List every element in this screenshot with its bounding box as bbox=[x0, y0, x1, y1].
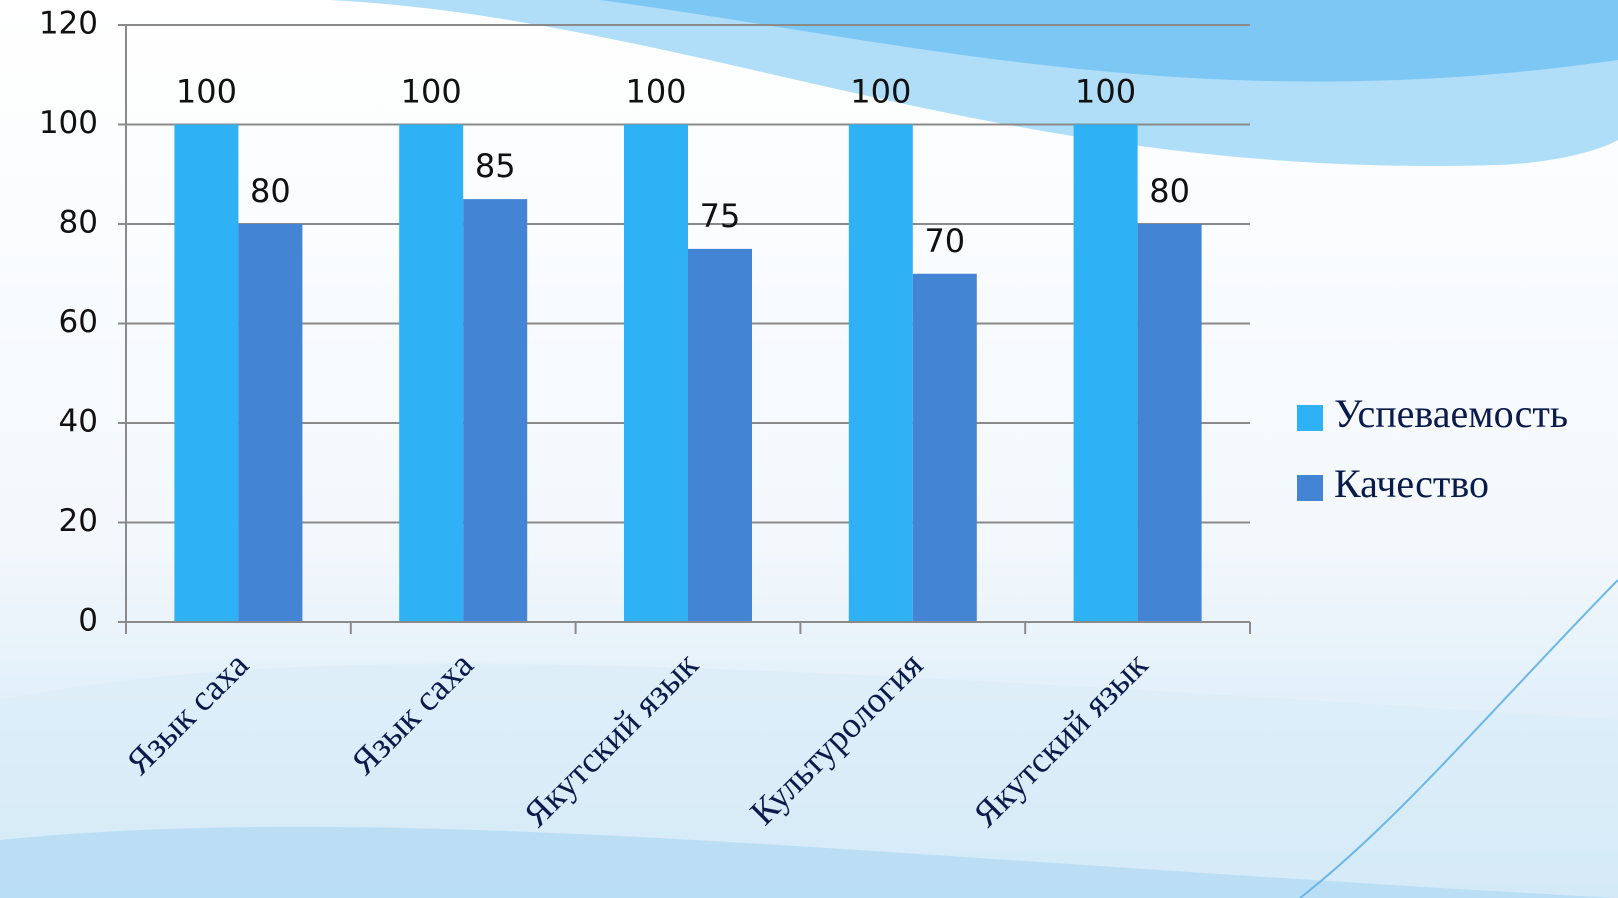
legend-label: Качество bbox=[1334, 461, 1489, 506]
bar bbox=[399, 124, 464, 622]
bar bbox=[848, 124, 913, 622]
bar bbox=[1137, 224, 1202, 622]
bar bbox=[1073, 124, 1138, 622]
y-tick-label: 0 bbox=[78, 603, 98, 639]
bar bbox=[463, 199, 528, 622]
y-tick-label: 120 bbox=[39, 6, 98, 42]
bar bbox=[624, 124, 688, 622]
bar bbox=[238, 224, 303, 622]
value-label: 100 bbox=[625, 73, 686, 111]
value-label: 100 bbox=[176, 73, 237, 111]
legend-swatch bbox=[1297, 475, 1323, 501]
legend-label: Успеваемость bbox=[1334, 391, 1568, 436]
value-label: 100 bbox=[401, 73, 462, 111]
value-label: 70 bbox=[924, 222, 965, 260]
wave bbox=[600, 0, 1618, 82]
legend-swatch bbox=[1297, 405, 1323, 431]
y-tick-label: 80 bbox=[59, 205, 98, 241]
value-label: 75 bbox=[700, 197, 741, 235]
value-label: 80 bbox=[250, 172, 291, 210]
value-label: 100 bbox=[1075, 73, 1136, 111]
bar bbox=[174, 124, 239, 622]
y-tick-label: 60 bbox=[59, 304, 98, 340]
value-label: 80 bbox=[1149, 172, 1190, 210]
y-tick-label: 20 bbox=[59, 503, 98, 539]
y-tick-label: 100 bbox=[39, 105, 98, 141]
wave bbox=[0, 826, 1618, 898]
value-label: 100 bbox=[850, 73, 911, 111]
wave-line bbox=[1299, 579, 1618, 898]
bar bbox=[688, 248, 752, 622]
y-tick-label: 40 bbox=[59, 404, 98, 440]
bar bbox=[912, 273, 977, 622]
value-label: 85 bbox=[475, 147, 516, 185]
